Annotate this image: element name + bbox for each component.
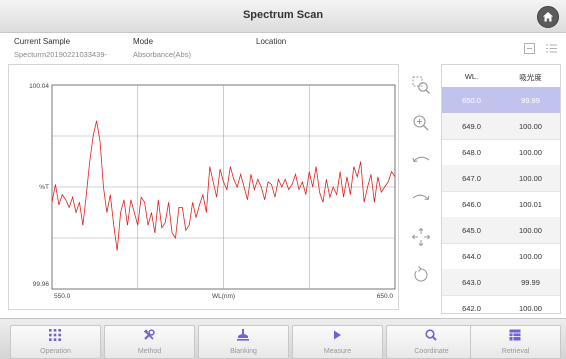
value-cell: 100.01: [519, 200, 542, 209]
bottom-nav-bar: Operation Method Blanking Measure Coordi…: [0, 318, 566, 359]
value-cell: 100.00: [519, 122, 542, 131]
spectrum-series-line: [51, 120, 396, 251]
table-row[interactable]: 650.0 99.99: [442, 87, 560, 114]
title-bar: Spectrum Scan: [0, 0, 566, 33]
list-icon[interactable]: [546, 43, 557, 54]
undo-icon[interactable]: [410, 150, 432, 172]
retrieval-table-icon: [509, 329, 521, 341]
value-cell: 100.00: [519, 226, 542, 235]
sample-info-bar: Current Sample Specturm20190221033439- M…: [0, 34, 566, 62]
coordinate-label: Coordinate: [414, 348, 449, 355]
blanking-button[interactable]: Blanking: [198, 325, 289, 359]
data-table[interactable]: WL. 吸光度 650.0 99.99 649.0 100.00 648.0 100.00…: [441, 64, 561, 314]
coordinate-zoom-icon: [425, 329, 437, 341]
retrieval-button[interactable]: Retrieval: [470, 325, 561, 359]
wl-cell: 648.0: [462, 148, 481, 157]
table-row[interactable]: 644.0 100.00: [442, 243, 560, 270]
column-header-absorbance[interactable]: 吸光度: [519, 73, 542, 82]
blanking-icon: [237, 329, 249, 341]
value-cell: 100.00: [519, 304, 542, 313]
blanking-label: Blanking: [230, 348, 257, 355]
home-button[interactable]: [537, 6, 559, 28]
wl-cell: 643.0: [462, 278, 481, 287]
current-sample-value: Specturm20190221033439-: [14, 50, 107, 59]
zoom-in-icon[interactable]: [410, 112, 432, 134]
x-tick-label-right: 650.0: [377, 293, 394, 300]
table-row[interactable]: 649.0 100.00: [442, 113, 560, 140]
mode-value: Absorbance(Abs): [133, 50, 191, 59]
table-row[interactable]: 647.0 100.00: [442, 165, 560, 192]
retrieval-label: Retrieval: [501, 348, 530, 355]
home-icon: [543, 12, 553, 22]
y-tick-label-bottom: 99.96: [33, 281, 50, 288]
pan-icon[interactable]: [410, 226, 432, 248]
value-cell: 99.99: [521, 96, 540, 105]
wl-cell: 644.0: [462, 252, 481, 261]
table-row[interactable]: 645.0 100.00: [442, 217, 560, 244]
table-row[interactable]: 643.0 99.99: [442, 269, 560, 296]
window-title: Spectrum Scan: [242, 9, 324, 21]
wl-cell: 650.0: [462, 96, 481, 105]
operation-button[interactable]: Operation: [10, 325, 101, 359]
x-tick-label-left: 550.0: [54, 293, 71, 300]
wl-cell: 645.0: [462, 226, 481, 235]
spectrum-plot-panel[interactable]: 100.04 99.96 %T 550.0 650.0 WL(nm): [8, 64, 399, 310]
measure-label: Measure: [323, 348, 352, 355]
wl-cell: 646.0: [462, 200, 481, 209]
value-cell: 99.99: [521, 278, 540, 287]
value-cell: 100.00: [519, 148, 542, 157]
measure-button[interactable]: Measure: [292, 325, 383, 359]
current-sample-label: Current Sample: [14, 37, 71, 46]
column-header-wl[interactable]: WL.: [464, 72, 479, 81]
coordinate-button[interactable]: Coordinate: [386, 325, 477, 359]
value-cell: 100.00: [519, 174, 542, 183]
table-row[interactable]: 648.0 100.00: [442, 139, 560, 166]
value-cell: 100.00: [519, 252, 542, 261]
y-axis-label: %T: [39, 184, 49, 191]
wl-cell: 642.0: [462, 304, 481, 313]
location-label: Location: [256, 37, 287, 46]
chart-ticks: 100.04 99.96 %T 550.0 650.0 WL(nm): [29, 83, 393, 300]
redo-icon[interactable]: [410, 188, 432, 210]
spectrum-chart[interactable]: 100.04 99.96 %T 550.0 650.0 WL(nm): [9, 65, 398, 309]
mode-label: Mode: [133, 37, 154, 46]
minimize-icon[interactable]: [524, 43, 535, 54]
operation-grid-icon: [49, 329, 61, 341]
method-tools-icon: [143, 329, 155, 340]
zoom-fit-icon[interactable]: [410, 74, 432, 96]
table-header: WL. 吸光度: [442, 65, 560, 88]
table-row[interactable]: 646.0 100.01: [442, 191, 560, 218]
chart-tool-column: [410, 70, 436, 300]
wl-cell: 649.0: [462, 122, 481, 131]
method-label: Method: [137, 348, 162, 355]
table-row[interactable]: 642.0 100.00: [442, 295, 560, 313]
y-tick-label-top: 100.04: [29, 83, 49, 90]
method-button[interactable]: Method: [104, 325, 195, 359]
measure-play-icon: [334, 330, 341, 340]
x-axis-label: WL(nm): [212, 293, 235, 300]
wl-cell: 647.0: [462, 174, 481, 183]
reset-icon[interactable]: [410, 264, 432, 286]
operation-label: Operation: [40, 348, 71, 355]
